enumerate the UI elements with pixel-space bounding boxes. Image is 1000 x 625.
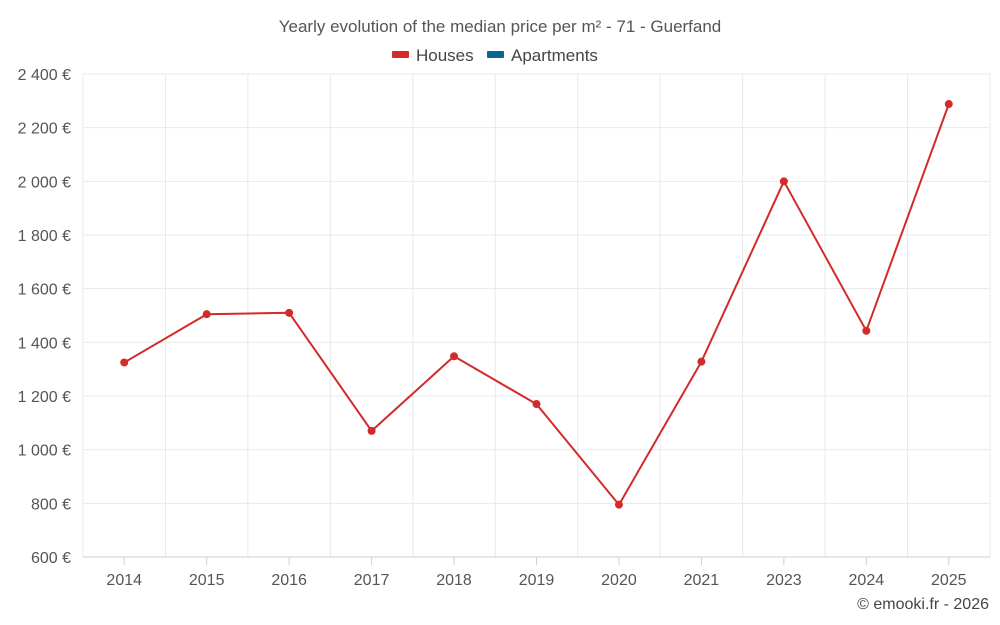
legend-label-houses[interactable]: Houses	[416, 46, 474, 65]
x-tick-label: 2019	[519, 572, 555, 589]
y-tick-label: 1 400 €	[18, 335, 71, 352]
y-tick-label: 600 €	[31, 550, 71, 567]
data-point-houses[interactable]: 2025: 2288	[944, 100, 953, 109]
x-axis: 2014 2015 2016 2017 2018 2019 2020 2021 2023 2024…	[83, 556, 990, 589]
data-point-houses[interactable]: 2016: 1510	[285, 308, 294, 317]
x-tick-label: 2024	[849, 572, 885, 589]
chart-title: Yearly evolution of the median price per…	[279, 17, 722, 36]
data-point-houses[interactable]: 2024: 1443	[862, 326, 871, 335]
y-tick-label: 1 600 €	[18, 282, 71, 299]
data-point-houses[interactable]: 2021: 1328	[697, 357, 706, 366]
y-tick-label: 800 €	[31, 496, 71, 513]
x-tick-label: 2014	[106, 572, 142, 589]
credit-text: © emooki.fr - 2026	[857, 596, 989, 613]
y-axis: 600 € 800 € 1 000 € 1 200 € 1 400 € 1 600 € 1 …	[18, 67, 71, 567]
data-point-houses[interactable]: 2020: 795	[614, 500, 623, 509]
grid	[82, 73, 991, 557]
y-tick-label: 2 400 €	[18, 67, 71, 84]
legend-swatch-houses[interactable]	[392, 51, 409, 58]
y-tick-label: 2 200 €	[18, 121, 71, 138]
y-tick-label: 1 800 €	[18, 228, 71, 245]
x-tick-label: 2015	[189, 572, 225, 589]
x-tick-label: 2023	[766, 572, 802, 589]
x-tick-label: 2016	[271, 572, 307, 589]
data-point-houses[interactable]: 2017: 1070	[367, 426, 376, 435]
y-tick-label: 1 200 €	[18, 389, 71, 406]
series-houses: 2014: 1325 2015: 1505 2016: 1510 2017: 1070…	[120, 100, 953, 509]
data-point-houses[interactable]: 2015: 1505	[202, 310, 211, 319]
legend: Houses Apartments	[392, 46, 598, 65]
x-tick-label: 2020	[601, 572, 637, 589]
x-tick-label: 2021	[684, 572, 720, 589]
x-tick-label: 2017	[354, 572, 390, 589]
y-tick-label: 2 000 €	[18, 174, 71, 191]
data-point-houses[interactable]: 2019: 1170	[532, 400, 541, 409]
x-tick-label: 2025	[931, 572, 967, 589]
legend-swatch-apartments[interactable]	[487, 51, 504, 58]
legend-label-apartments[interactable]: Apartments	[511, 46, 598, 65]
data-point-houses[interactable]: 2018: 1348	[450, 352, 459, 361]
y-tick-label: 1 000 €	[18, 443, 71, 460]
data-point-houses[interactable]: 2014: 1325	[120, 358, 129, 367]
x-tick-label: 2018	[436, 572, 472, 589]
